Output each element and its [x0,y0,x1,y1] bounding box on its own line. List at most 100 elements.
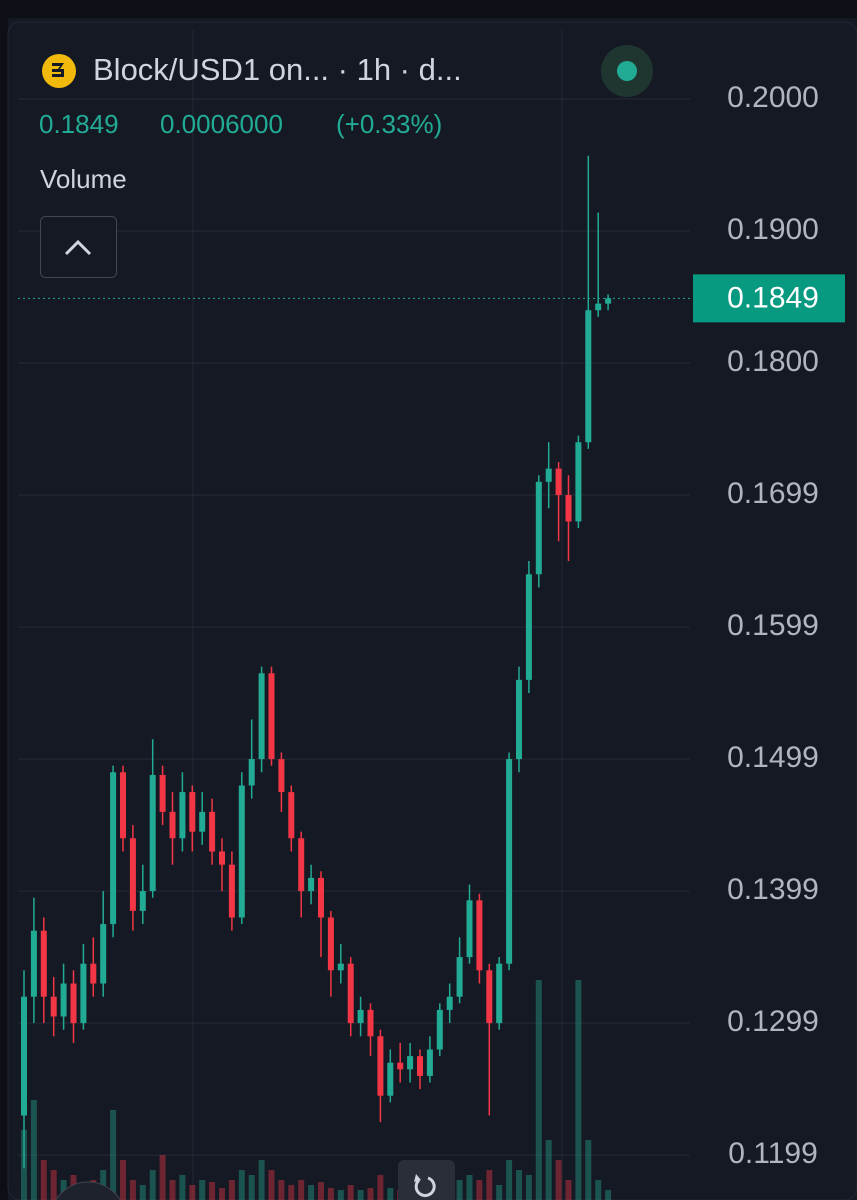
candle-body [506,759,513,964]
y-tick-label: 0.1199 [728,1137,818,1170]
candle-body [595,303,602,311]
candle-body [70,983,77,1024]
candle-body [278,759,285,793]
price-change-pct: (+0.33%) [336,109,442,139]
candle-body [426,1049,433,1076]
candle-body [377,1036,384,1096]
candle-body [347,963,354,1024]
volume-bar [120,1160,126,1200]
y-tick-label: 0.1499 [727,741,819,774]
y-tick-label: 0.1299 [727,1005,819,1038]
candle-body [555,468,562,496]
candle-body [50,996,57,1017]
candle-body [189,792,196,832]
volume-bar [110,1110,117,1200]
volume-bar [308,1185,315,1200]
candle-body [337,963,344,971]
candle-body [387,1062,394,1096]
volume-bar [555,1160,562,1200]
volume-bar [347,1185,354,1200]
volume-bar [575,980,582,1200]
last-price-tag [693,274,845,323]
candle-body [417,1056,423,1076]
candle-body [575,442,582,522]
left-edge [0,18,8,1200]
volume-bar [129,1180,136,1200]
volume-bar [268,1170,275,1200]
candles [18,155,690,1169]
volume-bar [466,1175,473,1200]
volume-bar [476,1180,483,1200]
candle-body [298,838,305,892]
volume-bar [337,1190,344,1200]
candle-body [100,924,107,984]
candle-body [110,772,117,925]
volume-bar [179,1175,186,1200]
volume-bar [565,1180,572,1200]
candle-body [535,481,542,575]
price-axis: 0.2000 0.1900 0.1800 0.1699 0.1599 0.1499 0.13… [693,81,845,1170]
volume-bar [278,1180,285,1200]
candle-body [565,495,572,522]
volume-bar [40,1160,47,1200]
volume-bar [496,1185,503,1200]
price-change: 0.0006000 [160,109,283,139]
volume-bar [139,1185,146,1200]
candle-body [545,468,552,482]
volume-bar [258,1160,265,1200]
volume-bar [159,1155,166,1200]
chevron-icon [64,239,92,256]
y-tick-label: 0.2000 [727,81,819,114]
candle-body [120,772,126,839]
candle-body [219,851,225,865]
volume-bar [298,1180,305,1200]
y-tick-label: 0.1900 [727,213,819,246]
last-price-label: 0.1849 [727,281,819,314]
candle-body [268,673,275,760]
volume-bar [30,1100,37,1200]
candle-body [367,1009,374,1037]
candle-body [30,930,37,997]
candle-body [496,963,503,1024]
candle-body [228,864,235,918]
candle-body [248,759,255,786]
candle-body [60,983,67,1017]
candle-body [129,838,136,911]
candle-body [288,792,295,839]
candle-body [149,774,156,892]
candle-body [446,996,453,1010]
candle-body [456,957,463,997]
candle-body [139,891,146,911]
scroll-button[interactable] [50,1181,126,1200]
last-price: 0.1849 [39,109,119,139]
volume-bar [595,1180,602,1200]
candle-body [238,785,245,918]
volume-bar [377,1175,384,1200]
volume-bar [248,1175,255,1200]
y-tick-label: 0.1800 [727,345,819,378]
volume-bar [456,1180,463,1200]
candle-body [327,917,334,971]
y-tick-label: 0.1699 [727,477,819,510]
panel [7,21,857,1200]
candle-body [525,574,532,680]
volume-bar [545,1140,552,1200]
candle-body [199,811,206,832]
volume-bar [387,1188,394,1200]
reset-button[interactable] [398,1160,455,1200]
status-dot [617,61,637,81]
collapse-button[interactable] [40,216,117,278]
candle-body [407,1056,414,1070]
volume-bar [327,1188,334,1200]
candle-body [80,963,87,1024]
volume-bar [506,1160,513,1200]
candle-body [357,1009,364,1024]
volume-bar [219,1188,225,1200]
candle-body [585,310,592,443]
volume-bar [535,980,542,1200]
volume-bar [367,1188,374,1200]
volume-bar [209,1182,216,1200]
candle-body [308,877,315,892]
candle-body [436,1009,443,1050]
